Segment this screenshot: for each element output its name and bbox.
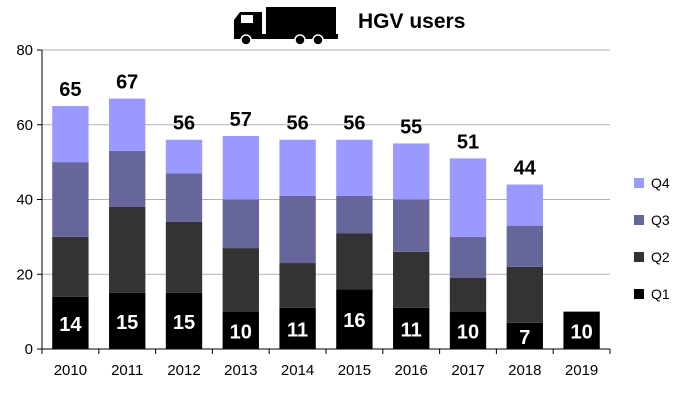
- total-data-label: 56: [286, 113, 308, 135]
- q1-data-label: 10: [457, 321, 479, 343]
- q1-data-label: 11: [401, 319, 422, 341]
- bar-segment-q1: [506, 322, 543, 349]
- q1-data-label: 16: [343, 310, 365, 332]
- bar-segment-q4: [506, 184, 543, 226]
- legend-label-q2: Q2: [651, 249, 670, 265]
- y-tick-label: 60: [16, 117, 33, 134]
- total-data-label: 67: [116, 72, 138, 94]
- bar-segment-q2: [336, 233, 373, 290]
- bar-segment-q1: [109, 292, 146, 349]
- bar-segment-q4: [109, 98, 146, 151]
- q1-data-label: 11: [287, 319, 308, 341]
- q1-data-label: 15: [116, 312, 138, 334]
- truck-icon: [234, 7, 338, 46]
- total-data-label: 51: [457, 131, 479, 153]
- bar-segment-q3: [506, 225, 543, 267]
- bar-segment-q3: [279, 195, 316, 264]
- bar-segment-q1: [222, 311, 259, 349]
- y-tick-label: 80: [16, 42, 33, 59]
- q1-data-label: 7: [519, 327, 530, 349]
- bar-segment-q3: [165, 173, 203, 222]
- bar-segment-q1: [52, 296, 89, 349]
- total-data-label: 55: [400, 116, 422, 138]
- x-tick-label: 2018: [508, 362, 541, 379]
- y-tick-label: 20: [16, 266, 33, 283]
- bar-segment-q2: [109, 206, 146, 293]
- x-tick-label: 2017: [451, 362, 484, 379]
- x-tick-label: 2011: [111, 362, 143, 379]
- data-labels: 14 65 15 67 15 56 10 57 11 56 16 56 11 55 10 51 7 44 10: [59, 72, 592, 349]
- chart-title: HGV users: [358, 10, 465, 33]
- bar-segment-q3: [109, 150, 146, 207]
- bar-segment-q2: [506, 266, 543, 323]
- legend-label-q4: Q4: [651, 175, 670, 191]
- x-tick-label: 2013: [224, 362, 257, 379]
- bar-segment-q1: [279, 307, 316, 349]
- legend-swatch-q3: [634, 215, 644, 225]
- bar-segment-q2: [449, 277, 487, 312]
- y-tick-label: 0: [25, 341, 33, 358]
- legend-swatch-q2: [634, 252, 644, 262]
- bar-segment-q1: [449, 311, 487, 349]
- total-data-label: 56: [173, 113, 195, 135]
- bar-segment-q4: [222, 135, 259, 200]
- q1-data-label: 14: [59, 314, 82, 336]
- bar-segment-q3: [52, 162, 89, 237]
- legend-swatch-q4: [634, 178, 644, 188]
- bar-segment-q1: [563, 311, 600, 349]
- q1-data-label: 10: [570, 321, 592, 343]
- x-tick-label: 2019: [565, 362, 598, 379]
- bar-segment-q4: [279, 139, 316, 196]
- total-data-label: 56: [343, 113, 365, 135]
- bar-segment-q3: [449, 236, 487, 278]
- total-data-label: 44: [514, 158, 537, 180]
- x-tick-label: 2014: [281, 362, 314, 379]
- axes: 0 20 40 60 80 2010 2011 2012 2013 2014 2015 2016 201…: [16, 42, 611, 379]
- y-tick-label: 40: [16, 192, 33, 209]
- bar-segment-q3: [222, 199, 259, 249]
- q1-data-label: 15: [173, 312, 195, 334]
- bar-segment-q1: [165, 292, 203, 349]
- legend-label-q1: Q1: [651, 286, 670, 302]
- bar-segment-q4: [449, 158, 487, 237]
- x-tick-label: 2010: [54, 362, 87, 379]
- legend: Q4 Q3 Q2 Q1: [634, 175, 670, 302]
- x-tick-label: 2015: [338, 362, 371, 379]
- bar-segment-q3: [393, 199, 430, 252]
- bar-segment-q1: [336, 289, 373, 349]
- bar-segment-q4: [165, 139, 203, 174]
- q1-data-label: 10: [230, 321, 252, 343]
- bar-segment-q4: [393, 143, 430, 200]
- bar-segment-q2: [165, 221, 203, 293]
- legend-label-q3: Q3: [651, 212, 670, 228]
- total-data-label: 57: [230, 109, 252, 131]
- x-tick-label: 2016: [395, 362, 428, 379]
- bar-segment-q2: [393, 251, 430, 308]
- bars: [52, 98, 600, 349]
- bar-segment-q2: [52, 236, 89, 297]
- chart-title-group: HGV users: [234, 7, 465, 46]
- bar-segment-q3: [336, 195, 373, 234]
- bar-segment-q2: [279, 263, 316, 308]
- legend-swatch-q1: [634, 289, 644, 299]
- x-tick-label: 2012: [167, 362, 200, 379]
- bar-segment-q1: [393, 307, 430, 349]
- bar-segment-q2: [222, 248, 259, 312]
- total-data-label: 65: [59, 79, 81, 101]
- bar-segment-q4: [52, 106, 89, 163]
- bar-segment-q4: [336, 139, 373, 196]
